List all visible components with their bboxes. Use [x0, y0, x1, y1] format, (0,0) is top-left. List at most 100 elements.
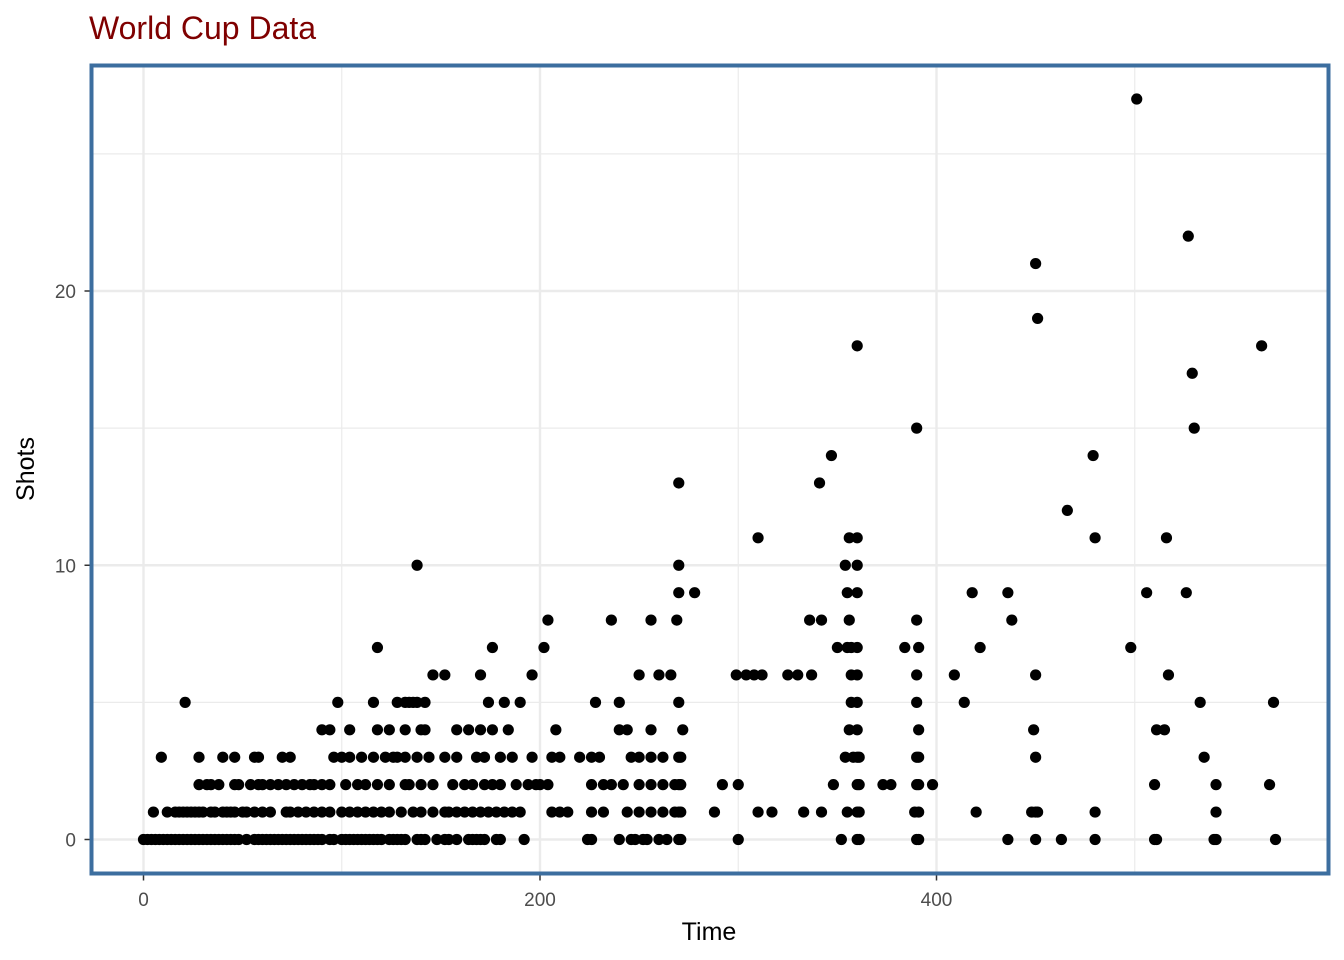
data-point	[486, 641, 499, 654]
data-point	[367, 806, 380, 818]
data-point	[494, 751, 506, 763]
data-point	[673, 559, 685, 571]
data-point	[827, 779, 840, 791]
axis-ticks: 0 200 400 0 10 20	[55, 282, 952, 911]
data-point	[256, 806, 269, 818]
data-point	[427, 779, 439, 791]
data-point	[463, 724, 475, 736]
data-point	[597, 806, 610, 818]
data-point	[1186, 367, 1198, 379]
data-point	[831, 641, 843, 654]
data-point	[585, 806, 598, 818]
data-point	[851, 696, 863, 708]
data-point	[1055, 833, 1067, 846]
data-point	[443, 833, 455, 846]
data-point	[877, 779, 889, 791]
data-point	[383, 806, 395, 818]
data-point	[1131, 93, 1143, 105]
data-point	[605, 614, 617, 626]
data-point	[661, 833, 673, 846]
data-point	[474, 724, 487, 736]
data-point	[355, 751, 368, 763]
data-point	[1150, 724, 1163, 736]
data-point	[843, 724, 855, 736]
data-point	[482, 806, 495, 818]
data-point	[815, 806, 828, 818]
panel-border	[89, 63, 1331, 876]
data-point	[288, 779, 300, 791]
data-point	[308, 806, 320, 818]
y-tick-label: 20	[55, 282, 76, 303]
data-point	[613, 724, 625, 736]
data-point	[716, 779, 728, 791]
data-point	[336, 806, 348, 818]
data-point	[673, 587, 685, 599]
data-point	[1089, 833, 1101, 846]
data-point	[459, 779, 471, 791]
data-point	[486, 724, 499, 736]
data-point	[518, 833, 530, 846]
data-point	[240, 806, 253, 818]
data-point	[653, 669, 665, 681]
data-point	[1087, 449, 1099, 462]
data-point	[466, 779, 479, 791]
data-point	[478, 751, 491, 763]
data-point	[478, 833, 491, 846]
data-point	[804, 614, 816, 626]
data-point	[1263, 779, 1276, 791]
data-point	[913, 806, 925, 818]
data-point	[1180, 587, 1192, 599]
data-point	[798, 806, 810, 818]
data-point	[851, 669, 863, 681]
data-point	[328, 833, 340, 846]
data-point	[911, 614, 923, 626]
data-point	[391, 696, 403, 708]
data-point	[885, 779, 897, 791]
data-point	[633, 751, 645, 763]
data-point	[913, 833, 925, 846]
data-point	[447, 779, 459, 791]
data-point	[272, 779, 284, 791]
data-point	[806, 669, 818, 681]
data-point	[399, 833, 411, 846]
data-point	[324, 779, 336, 791]
data-point	[1188, 422, 1200, 434]
data-point	[815, 614, 828, 626]
data-point	[344, 724, 356, 736]
data-point	[229, 806, 241, 818]
data-point	[657, 751, 669, 763]
data-point	[1160, 532, 1173, 544]
data-point	[352, 806, 364, 818]
data-point	[1182, 230, 1194, 242]
data-point	[344, 806, 356, 818]
data-point	[913, 724, 925, 736]
data-point	[427, 806, 439, 818]
data-point	[1028, 724, 1040, 736]
data-point	[633, 669, 645, 681]
data-point	[970, 806, 982, 818]
data-point	[514, 696, 526, 708]
data-point	[431, 833, 443, 846]
data-point	[1061, 504, 1073, 516]
data-point	[613, 833, 625, 846]
data-point	[1148, 779, 1161, 791]
data-point	[1030, 751, 1042, 763]
data-point	[1030, 669, 1042, 681]
data-point	[1089, 806, 1101, 818]
data-point	[367, 751, 380, 763]
data-point	[665, 669, 677, 681]
data-point	[399, 724, 411, 736]
data-point	[486, 779, 499, 791]
data-point	[1002, 587, 1014, 599]
data-point	[1150, 833, 1163, 846]
x-tick-label: 400	[921, 890, 953, 911]
data-point	[974, 641, 986, 654]
data-point	[411, 751, 423, 763]
data-point	[399, 751, 411, 763]
data-point	[423, 751, 435, 763]
data-point	[841, 587, 853, 599]
data-point	[911, 696, 923, 708]
data-point	[256, 779, 269, 791]
data-point	[316, 724, 328, 736]
data-point	[948, 669, 960, 681]
